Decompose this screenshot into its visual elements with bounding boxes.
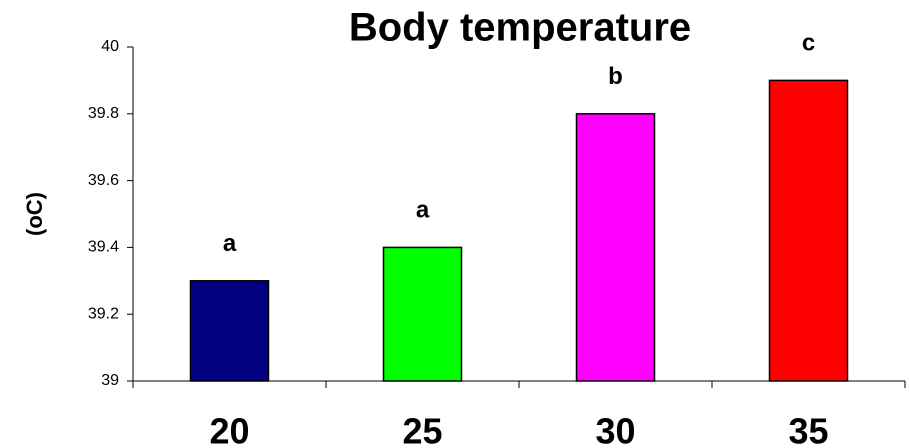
- bar-annotation: b: [608, 63, 623, 90]
- x-tick-label: 30: [595, 411, 635, 448]
- y-tick-label: 39: [101, 372, 119, 389]
- y-tick-label: 39.6: [88, 172, 119, 189]
- y-tick-label: 39.2: [88, 305, 119, 322]
- chart-title: Body temperature: [349, 6, 691, 50]
- y-tick-label: 39.8: [88, 105, 119, 122]
- x-tick-label: 25: [402, 411, 442, 448]
- bar: [382, 246, 463, 382]
- x-tick-label: 20: [209, 411, 249, 448]
- bar: [189, 280, 270, 382]
- bar-annotation: a: [223, 230, 237, 257]
- y-axis-label: (oC): [22, 192, 47, 236]
- bar-annotation: c: [802, 30, 815, 57]
- bar: [575, 113, 656, 382]
- y-tick-label: 40: [101, 38, 119, 55]
- x-tick-label: 35: [788, 411, 828, 448]
- bar-annotation: a: [416, 197, 430, 224]
- bar: [768, 79, 849, 382]
- y-tick-label: 39.4: [88, 239, 119, 256]
